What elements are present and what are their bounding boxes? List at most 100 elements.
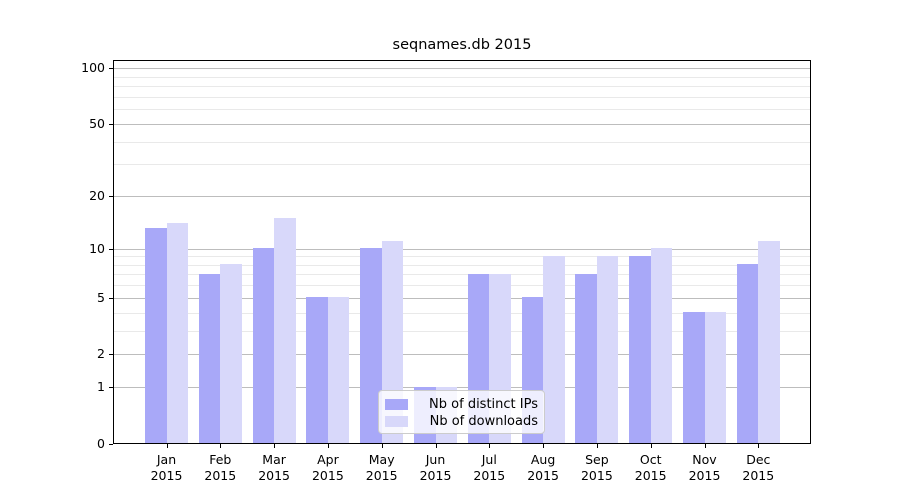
- minor-gridline: [114, 96, 810, 98]
- y-tick-mark: [109, 123, 113, 125]
- x-axis-tick-label: Mar 2015: [244, 452, 304, 484]
- legend: Nb of distinct IPs Nb of downloads: [378, 390, 545, 434]
- x-tick-month: Mar: [262, 451, 286, 467]
- legend-entry-distinct-ips: Nb of distinct IPs: [385, 396, 538, 412]
- x-tick-mark: [596, 443, 598, 448]
- y-axis-tick-label: 1: [97, 379, 105, 395]
- bar-distinct-ips-may: [360, 248, 382, 443]
- x-axis-tick-label: Nov 2015: [675, 452, 735, 484]
- minor-gridline: [114, 330, 810, 332]
- y-tick-mark: [109, 195, 113, 197]
- x-tick-month: Aug: [530, 451, 556, 467]
- legend-label-distinct-ips: Nb of distinct IPs: [429, 396, 538, 412]
- y-tick-mark: [109, 387, 113, 389]
- x-tick-year: 2015: [580, 467, 613, 483]
- bar-downloads-apr: [327, 297, 350, 443]
- bar-downloads-mar: [274, 217, 296, 443]
- y-axis-tick-label: 2: [97, 346, 105, 362]
- x-axis-tick-label: Feb 2015: [190, 452, 250, 484]
- bar-distinct-ips-jan: [145, 228, 167, 443]
- minor-gridline: [114, 86, 810, 88]
- y-axis-tick-label: 10: [89, 240, 105, 256]
- x-tick-year: 2015: [527, 467, 559, 483]
- x-tick-mark: [704, 443, 706, 448]
- x-axis-tick-label: Dec 2015: [728, 452, 788, 484]
- x-tick-year: 2015: [365, 467, 398, 483]
- y-axis-tick-label: 5: [97, 289, 105, 305]
- bar-distinct-ips-sep: [575, 273, 597, 443]
- y-tick-mark: [109, 248, 113, 250]
- plot-area: Nb of distinct IPs Nb of downloads: [113, 60, 811, 444]
- bar-distinct-ips-apr: [306, 297, 328, 443]
- bar-downloads-sep: [596, 255, 619, 443]
- x-tick-mark: [489, 443, 491, 448]
- y-tick-mark: [109, 354, 113, 356]
- x-tick-month: Jul: [481, 451, 497, 467]
- bar-distinct-ips-nov: [683, 312, 705, 443]
- major-gridline: [114, 387, 810, 389]
- x-tick-year: 2015: [204, 467, 237, 483]
- bar-downloads-dec: [758, 240, 780, 443]
- x-axis-tick-label: Jun 2015: [406, 452, 466, 484]
- x-tick-month: Nov: [692, 451, 717, 467]
- x-tick-month: Sep: [585, 451, 609, 467]
- minor-gridline: [114, 264, 810, 266]
- x-tick-year: 2015: [258, 467, 290, 483]
- bar-distinct-ips-mar: [252, 248, 275, 443]
- x-tick-year: 2015: [150, 467, 183, 483]
- x-axis-tick-label: Sep 2015: [567, 452, 627, 484]
- y-axis-tick-label: 20: [89, 187, 105, 203]
- bar-downloads-aug: [543, 255, 565, 443]
- minor-gridline: [114, 285, 810, 287]
- x-tick-month: Jan: [156, 451, 177, 467]
- minor-gridline: [114, 109, 810, 111]
- bar-distinct-ips-feb: [198, 273, 221, 443]
- major-gridline: [114, 354, 810, 356]
- y-tick-mark: [109, 68, 113, 70]
- x-tick-mark: [220, 443, 222, 448]
- x-tick-month: Jun: [425, 451, 446, 467]
- legend-swatch-downloads: [385, 415, 408, 427]
- x-axis-tick-label: Oct 2015: [621, 452, 681, 484]
- x-tick-mark: [650, 443, 652, 448]
- x-tick-year: 2015: [311, 467, 344, 483]
- y-axis-tick-label: 50: [89, 115, 105, 131]
- y-axis-tick-label: 100: [81, 60, 105, 76]
- x-tick-year: 2015: [688, 467, 721, 483]
- x-tick-mark: [758, 443, 760, 448]
- x-axis-tick-label: Apr 2015: [298, 452, 358, 484]
- x-axis-tick-label: Aug 2015: [513, 452, 573, 484]
- x-tick-mark: [166, 443, 168, 448]
- minor-gridline: [114, 76, 810, 78]
- x-tick-month: Feb: [209, 451, 232, 467]
- legend-entry-downloads: Nb of downloads: [385, 413, 538, 429]
- x-tick-year: 2015: [634, 467, 667, 483]
- minor-gridline: [114, 312, 810, 314]
- legend-swatch-distinct-ips: [385, 398, 408, 410]
- minor-gridline: [114, 274, 810, 276]
- minor-gridline: [114, 256, 810, 258]
- x-tick-mark: [435, 443, 437, 448]
- x-axis-tick-label: Jul 2015: [459, 452, 519, 484]
- x-axis-tick-label: Jan 2015: [137, 452, 197, 484]
- bar-downloads-nov: [704, 312, 726, 443]
- y-tick-mark: [109, 297, 113, 299]
- minor-gridline: [114, 141, 810, 143]
- x-tick-month: Oct: [639, 451, 662, 467]
- major-gridline: [114, 68, 810, 70]
- minor-gridline: [114, 164, 810, 166]
- bar-downloads-jan: [166, 222, 188, 443]
- x-tick-year: 2015: [742, 467, 775, 483]
- x-tick-mark: [327, 443, 329, 448]
- bar-distinct-ips-oct: [629, 255, 651, 443]
- x-tick-mark: [381, 443, 383, 448]
- bar-distinct-ips-dec: [736, 264, 759, 443]
- major-gridline: [114, 297, 810, 299]
- x-axis-tick-label: May 2015: [352, 452, 412, 484]
- bar-downloads-feb: [220, 264, 242, 443]
- y-tick-mark: [109, 443, 113, 445]
- major-gridline: [114, 195, 810, 197]
- bar-downloads-oct: [650, 248, 673, 443]
- major-gridline: [114, 123, 810, 125]
